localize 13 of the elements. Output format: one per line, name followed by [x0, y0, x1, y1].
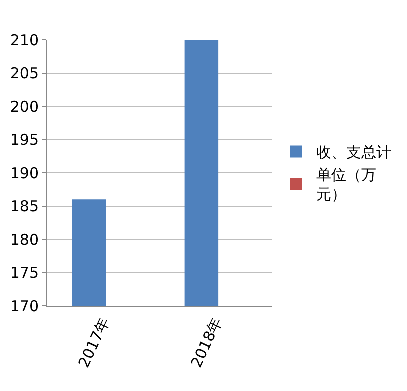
x-tick-label: 2018年: [187, 314, 226, 371]
y-tick-label: 170: [10, 297, 39, 316]
x-tick-label: 2017年: [74, 314, 114, 371]
legend-label: 单位（万元）: [316, 166, 376, 204]
y-tick-label: 180: [10, 230, 39, 249]
y-tick-label: 185: [10, 198, 39, 216]
y-tick-label: 190: [10, 164, 39, 182]
legend-label: 收、支总计: [316, 144, 392, 162]
y-tick-label: 195: [10, 131, 39, 149]
y-tick-label: 205: [10, 64, 39, 82]
y-tick-label: 200: [10, 98, 39, 116]
y-tick-label: 175: [10, 264, 39, 282]
y-tick-label: 210: [10, 31, 39, 50]
